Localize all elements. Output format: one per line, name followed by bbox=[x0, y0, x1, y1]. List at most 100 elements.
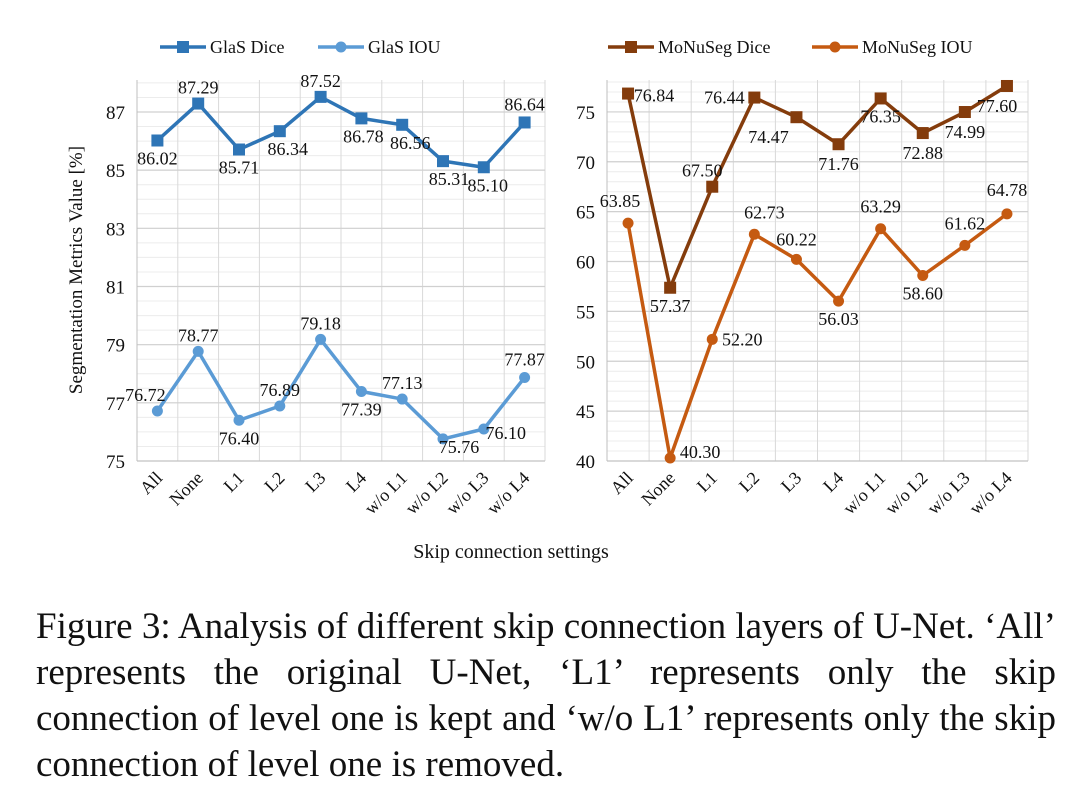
data-point bbox=[478, 423, 490, 435]
x-tick-label: All bbox=[136, 468, 166, 498]
data-label: 86.78 bbox=[343, 126, 384, 146]
data-label: 86.02 bbox=[137, 148, 178, 168]
data-point bbox=[664, 281, 677, 294]
data-label: 76.84 bbox=[634, 86, 675, 106]
data-label: 77.60 bbox=[977, 96, 1018, 116]
data-label: 74.99 bbox=[945, 122, 986, 142]
data-label: 71.76 bbox=[818, 154, 859, 174]
legend-label: GlaS IOU bbox=[368, 37, 441, 57]
y-tick-label: 77 bbox=[106, 394, 125, 415]
data-label: 76.89 bbox=[260, 380, 301, 400]
y-tick-label: 75 bbox=[576, 103, 595, 124]
data-point bbox=[874, 92, 887, 105]
data-point bbox=[355, 385, 367, 397]
data-point bbox=[916, 127, 929, 140]
data-point bbox=[274, 400, 286, 412]
data-label: 77.39 bbox=[341, 399, 382, 419]
data-label: 56.03 bbox=[818, 309, 859, 329]
data-label: 76.40 bbox=[219, 428, 260, 448]
data-point bbox=[355, 112, 368, 125]
legend-marker bbox=[625, 41, 637, 53]
y-tick-label: 60 bbox=[576, 253, 595, 274]
data-point bbox=[622, 87, 635, 100]
data-point bbox=[1000, 79, 1013, 92]
data-point bbox=[833, 295, 845, 307]
data-point bbox=[748, 228, 760, 240]
y-axis-label: Segmentation Metrics Value [%] bbox=[66, 146, 87, 394]
x-tick-label: w/o L2 bbox=[881, 468, 932, 519]
data-label: 72.88 bbox=[903, 143, 944, 163]
data-label: 86.64 bbox=[504, 94, 545, 114]
y-tick-label: 45 bbox=[576, 402, 595, 423]
data-point bbox=[233, 143, 245, 156]
x-axis-label: Skip connection settings bbox=[413, 541, 609, 563]
y-tick-label: 83 bbox=[106, 219, 125, 240]
data-label: 67.50 bbox=[682, 161, 723, 181]
data-label: 63.85 bbox=[600, 191, 641, 211]
data-point bbox=[917, 269, 929, 281]
data-label: 85.31 bbox=[429, 169, 470, 189]
data-point bbox=[518, 116, 531, 129]
series-line-glas-iou bbox=[155, 337, 526, 441]
x-tick-label: L3 bbox=[301, 468, 329, 496]
x-tick-label: w/o L1 bbox=[839, 468, 890, 519]
data-point bbox=[151, 405, 163, 417]
legend-label: MoNuSeg IOU bbox=[862, 37, 973, 57]
x-tick-label: L2 bbox=[260, 468, 288, 496]
y-tick-label: 70 bbox=[576, 153, 595, 174]
figure: Segmentation Metrics Value [%] Skip conn… bbox=[66, 37, 1029, 563]
data-point bbox=[706, 180, 719, 193]
x-tick-label: w/o L4 bbox=[965, 468, 1016, 519]
x-tick-label: None bbox=[637, 468, 679, 510]
legend-marker bbox=[829, 41, 841, 53]
x-tick-label: None bbox=[165, 468, 207, 510]
data-label: 76.35 bbox=[860, 106, 901, 126]
data-label: 64.78 bbox=[987, 180, 1028, 200]
data-point bbox=[875, 223, 887, 235]
legend-marker bbox=[335, 41, 347, 53]
data-label: 79.18 bbox=[300, 313, 341, 333]
y-tick-label: 81 bbox=[106, 277, 125, 298]
series-line-monuseg-iou bbox=[626, 212, 1008, 460]
data-label: 74.47 bbox=[748, 127, 789, 147]
data-point bbox=[748, 91, 761, 104]
legend-marker bbox=[177, 41, 189, 53]
x-tick-label: All bbox=[606, 468, 636, 498]
series-line-glas-dice bbox=[156, 95, 526, 170]
data-label: 78.77 bbox=[178, 325, 219, 345]
data-point bbox=[832, 138, 845, 151]
series-line-monuseg-dice bbox=[626, 84, 1008, 290]
data-label: 85.71 bbox=[219, 158, 260, 178]
figure-caption: Figure 3: Analysis of different skip con… bbox=[36, 606, 1056, 785]
data-point bbox=[1001, 208, 1013, 220]
x-tick-label: w/o L2 bbox=[401, 468, 452, 519]
y-tick-label: 85 bbox=[106, 161, 125, 182]
x-tick-label: w/o L4 bbox=[483, 468, 534, 519]
y-tick-label: 87 bbox=[106, 103, 125, 124]
x-tick-label: L3 bbox=[777, 468, 805, 496]
data-label: 85.10 bbox=[468, 175, 509, 195]
legend-label: GlaS Dice bbox=[210, 37, 284, 57]
data-label: 76.10 bbox=[486, 423, 527, 443]
data-point bbox=[622, 217, 634, 229]
y-tick-label: 55 bbox=[576, 302, 595, 323]
x-tick-label: L2 bbox=[735, 468, 763, 496]
data-point bbox=[958, 106, 971, 119]
legend-label: MoNuSeg Dice bbox=[658, 37, 770, 57]
data-label: 75.76 bbox=[439, 437, 480, 457]
y-tick-label: 79 bbox=[106, 336, 125, 357]
data-point bbox=[192, 345, 204, 357]
y-tick-label: 50 bbox=[576, 352, 595, 373]
data-point bbox=[396, 393, 408, 405]
data-label: 52.20 bbox=[722, 329, 763, 349]
data-label: 87.52 bbox=[300, 71, 341, 91]
data-label: 76.72 bbox=[125, 385, 166, 405]
data-label: 86.56 bbox=[390, 133, 431, 153]
x-tick-label: w/o L1 bbox=[360, 468, 411, 519]
x-tick-label: w/o L3 bbox=[923, 468, 974, 519]
data-label: 77.87 bbox=[504, 350, 545, 370]
data-point bbox=[790, 253, 802, 265]
data-label: 63.29 bbox=[860, 197, 901, 217]
